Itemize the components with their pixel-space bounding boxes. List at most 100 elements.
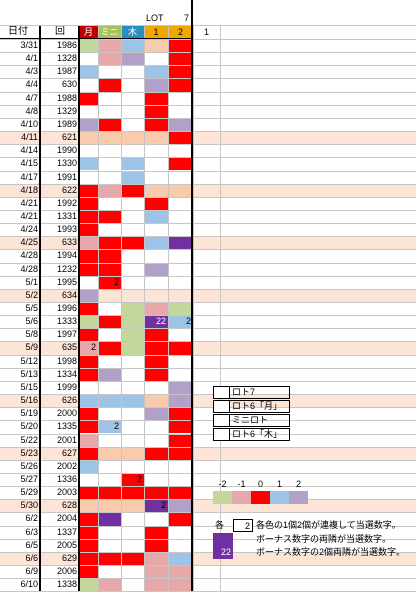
row-date[interactable]: 5/22 [20, 434, 38, 445]
row-draw-number[interactable]: 1992 [56, 197, 77, 208]
row-draw-number[interactable]: 626 [61, 395, 77, 406]
row-draw-number[interactable]: 1986 [56, 40, 77, 50]
result-cell[interactable] [79, 288, 98, 302]
result-cell[interactable] [79, 538, 98, 552]
row-draw-number[interactable]: 1993 [56, 224, 77, 235]
result-cell[interactable] [98, 341, 121, 355]
row-date[interactable]: 6/2 [25, 513, 38, 524]
row-draw-number[interactable]: 622 [61, 184, 77, 195]
result-cell[interactable] [98, 499, 121, 513]
row-draw-number[interactable]: 2001 [56, 434, 77, 445]
result-cell[interactable] [144, 499, 168, 513]
result-cell[interactable] [79, 551, 98, 565]
result-cell[interactable] [144, 354, 168, 368]
row-draw-number[interactable]: 1990 [56, 145, 77, 156]
result-cell[interactable] [98, 236, 121, 250]
result-cell[interactable] [98, 275, 121, 289]
result-cell[interactable] [79, 499, 98, 513]
result-cell[interactable] [79, 420, 98, 434]
row-draw-number[interactable]: 1998 [56, 355, 77, 366]
row-date[interactable]: 4/25 [20, 237, 38, 248]
row-date[interactable]: 5/23 [20, 447, 38, 458]
result-cell[interactable] [98, 367, 121, 381]
row-date[interactable]: 5/26 [20, 460, 38, 471]
result-cell[interactable] [144, 551, 168, 565]
row-draw-number[interactable]: 1338 [56, 579, 77, 590]
result-cell[interactable] [79, 486, 98, 500]
result-cell[interactable] [144, 341, 168, 355]
result-cell[interactable] [121, 183, 144, 197]
result-cell[interactable] [121, 551, 144, 565]
row-draw-number[interactable]: 634 [61, 289, 77, 300]
result-cell[interactable] [79, 236, 98, 250]
row-date[interactable]: 6/10 [20, 579, 38, 590]
result-cell[interactable] [79, 39, 98, 53]
result-cell[interactable] [144, 117, 168, 132]
result-cell[interactable] [79, 131, 98, 145]
row-draw-number[interactable]: 633 [61, 237, 77, 248]
result-cell[interactable] [79, 354, 98, 368]
row-draw-number[interactable]: 2006 [56, 566, 77, 576]
row-draw-number[interactable]: 1997 [56, 329, 77, 340]
result-cell[interactable] [144, 183, 168, 197]
row-draw-number[interactable]: 1989 [56, 118, 77, 129]
row-draw-number[interactable]: 1987 [56, 66, 77, 77]
result-cell[interactable] [98, 512, 121, 526]
result-cell[interactable] [79, 328, 98, 342]
row-draw-number[interactable]: 630 [61, 79, 77, 90]
result-cell[interactable] [168, 78, 193, 92]
result-cell[interactable] [98, 209, 121, 224]
result-cell[interactable] [98, 131, 121, 145]
result-cell[interactable] [98, 249, 121, 263]
result-cell[interactable] [144, 302, 168, 316]
row-draw-number[interactable]: 1994 [56, 250, 77, 261]
result-cell[interactable] [168, 578, 193, 592]
result-cell[interactable] [144, 486, 168, 500]
result-cell[interactable] [98, 262, 121, 276]
row-draw-number[interactable]: 1335 [56, 421, 77, 432]
result-cell[interactable] [168, 302, 193, 316]
result-cell[interactable] [79, 394, 98, 408]
result-cell[interactable] [98, 551, 121, 565]
result-cell[interactable] [79, 512, 98, 526]
row-date[interactable]: 4/24 [20, 224, 38, 235]
result-cell[interactable] [144, 315, 168, 329]
result-cell[interactable] [79, 262, 98, 276]
row-date[interactable]: 5/2 [25, 289, 38, 300]
result-cell[interactable] [121, 446, 144, 460]
row-draw-number[interactable]: 1337 [56, 526, 77, 537]
result-cell[interactable] [144, 367, 168, 381]
row-draw-number[interactable]: 2005 [56, 539, 77, 550]
result-cell[interactable] [121, 131, 144, 145]
result-cell[interactable] [168, 117, 193, 132]
row-draw-number[interactable]: 627 [61, 447, 77, 458]
row-date[interactable]: 4/18 [20, 184, 38, 195]
result-cell[interactable] [168, 157, 193, 171]
row-draw-number[interactable]: 635 [61, 342, 77, 353]
result-cell[interactable] [79, 65, 98, 79]
result-cell[interactable] [168, 499, 193, 513]
result-cell[interactable] [79, 407, 98, 421]
row-date[interactable]: 5/15 [20, 381, 38, 392]
result-cell[interactable] [79, 446, 98, 460]
result-cell[interactable] [98, 117, 121, 132]
row-date[interactable]: 5/13 [20, 368, 38, 379]
row-draw-number[interactable]: 1988 [56, 92, 77, 103]
result-cell[interactable] [98, 394, 121, 408]
row-draw-number[interactable]: 1999 [56, 381, 77, 392]
result-cell[interactable] [121, 486, 144, 500]
result-cell[interactable] [79, 433, 98, 447]
result-cell[interactable] [79, 578, 98, 592]
result-cell[interactable] [168, 420, 193, 434]
result-cell[interactable] [144, 65, 168, 79]
row-date[interactable]: 5/8 [25, 329, 38, 340]
result-cell[interactable] [79, 525, 98, 539]
result-cell[interactable] [144, 78, 168, 92]
result-cell[interactable] [121, 328, 144, 342]
result-cell[interactable] [79, 196, 98, 210]
result-cell[interactable] [168, 52, 193, 66]
result-cell[interactable] [144, 104, 168, 118]
row-date[interactable]: 4/21 [20, 210, 38, 221]
row-draw-number[interactable]: 621 [61, 132, 77, 143]
